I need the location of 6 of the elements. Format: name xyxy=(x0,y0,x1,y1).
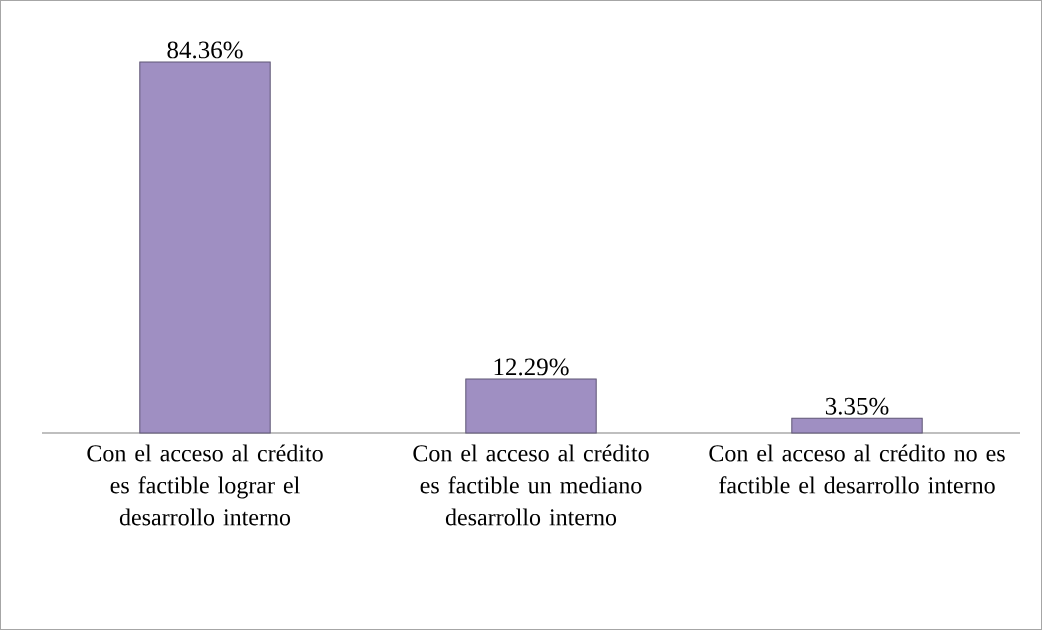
x-tick-label: Con el acceso al crédito es factible lograr el desarrollo interno xyxy=(87,444,323,526)
data-label: 84.36% xyxy=(167,41,243,59)
data-label: 3.35% xyxy=(825,397,889,415)
x-tick-label: Con el acceso al crédito no es factible el desarrollo interno xyxy=(709,444,1005,494)
data-label: 12.29% xyxy=(494,358,569,376)
x-tick-label: Con el acceso al crédito es factible un mediano desarrollo interno xyxy=(413,444,649,526)
